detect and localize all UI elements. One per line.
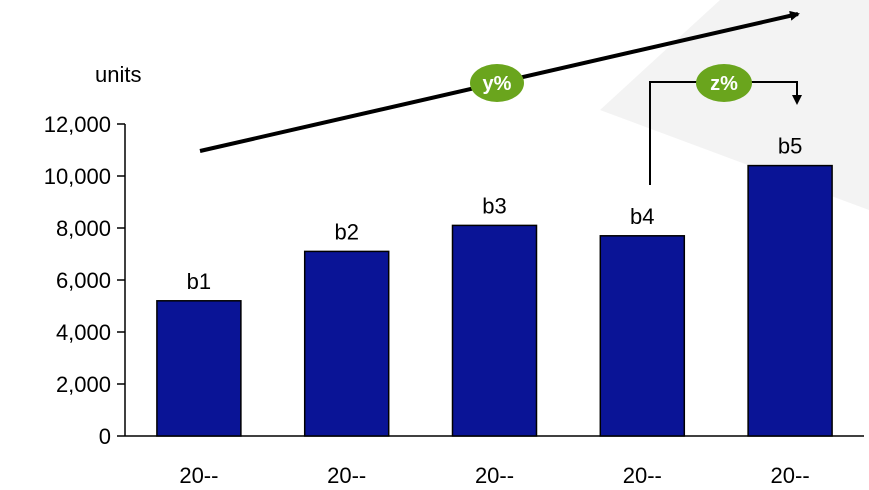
data-label: b5 xyxy=(778,134,802,159)
data-labels: b1 b2 b3 b4 b5 xyxy=(187,134,803,294)
y-tick-label: 2,000 xyxy=(56,372,111,397)
x-tick-label: 20-- xyxy=(327,463,366,488)
data-label: b1 xyxy=(187,269,211,294)
y-axis-title: units xyxy=(95,62,141,87)
x-tick-label: 20-- xyxy=(179,463,218,488)
step-badge xyxy=(696,64,752,102)
y-tick-label: 10,000 xyxy=(44,164,111,189)
bar xyxy=(747,164,833,437)
x-tick-label: 20-- xyxy=(771,463,810,488)
y-tick-label: 12,000 xyxy=(44,112,111,137)
bar xyxy=(303,250,390,437)
y-ticks: 0 2,000 4,000 6,000 8,000 10,000 12,000 xyxy=(44,112,125,449)
data-label: b3 xyxy=(482,193,506,218)
bar xyxy=(156,300,242,437)
y-tick-label: 8,000 xyxy=(56,216,111,241)
trend-badge xyxy=(470,64,524,102)
x-tick-label: 20-- xyxy=(623,463,662,488)
y-tick-label: 0 xyxy=(99,424,111,449)
y-tick-label: 6,000 xyxy=(56,268,111,293)
bars xyxy=(156,164,833,437)
y-tick-label: 4,000 xyxy=(56,320,111,345)
bar xyxy=(451,224,538,437)
x-tick-labels: 20-- 20-- 20-- 20-- 20-- xyxy=(179,463,809,488)
trend-badge-label: y% xyxy=(483,73,512,95)
x-tick-label: 20-- xyxy=(475,463,514,488)
bar xyxy=(599,235,686,437)
data-label: b2 xyxy=(334,219,358,244)
step-badge-label: z% xyxy=(710,73,738,95)
data-label: b4 xyxy=(630,204,654,229)
watermark-band xyxy=(600,0,869,210)
